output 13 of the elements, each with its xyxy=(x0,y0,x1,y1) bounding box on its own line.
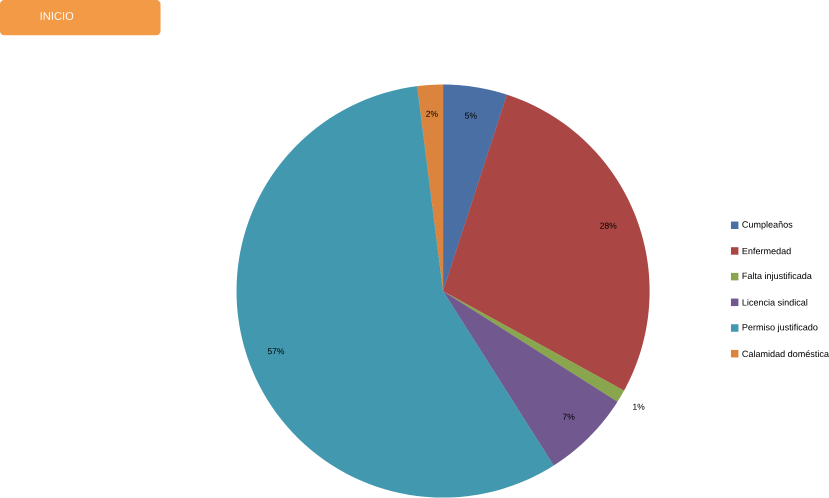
legend-label: Permiso justificado xyxy=(742,324,818,332)
data-label: 28% xyxy=(600,222,616,229)
legend-label: Cumpleaños xyxy=(742,221,792,230)
data-label: 57% xyxy=(268,348,284,354)
data-label: 2% xyxy=(426,110,438,117)
text: INICIO xyxy=(40,12,74,20)
data-label: 1% xyxy=(633,404,644,410)
data-label: 7% xyxy=(562,414,575,420)
legend-label: Enfermedad xyxy=(742,248,791,254)
legend-label: Falta injustificada xyxy=(742,272,812,282)
data-label: 5% xyxy=(465,112,477,119)
legend-label: Calamidad doméstica xyxy=(742,350,829,358)
legend-label: Licencia sindical xyxy=(742,299,808,306)
